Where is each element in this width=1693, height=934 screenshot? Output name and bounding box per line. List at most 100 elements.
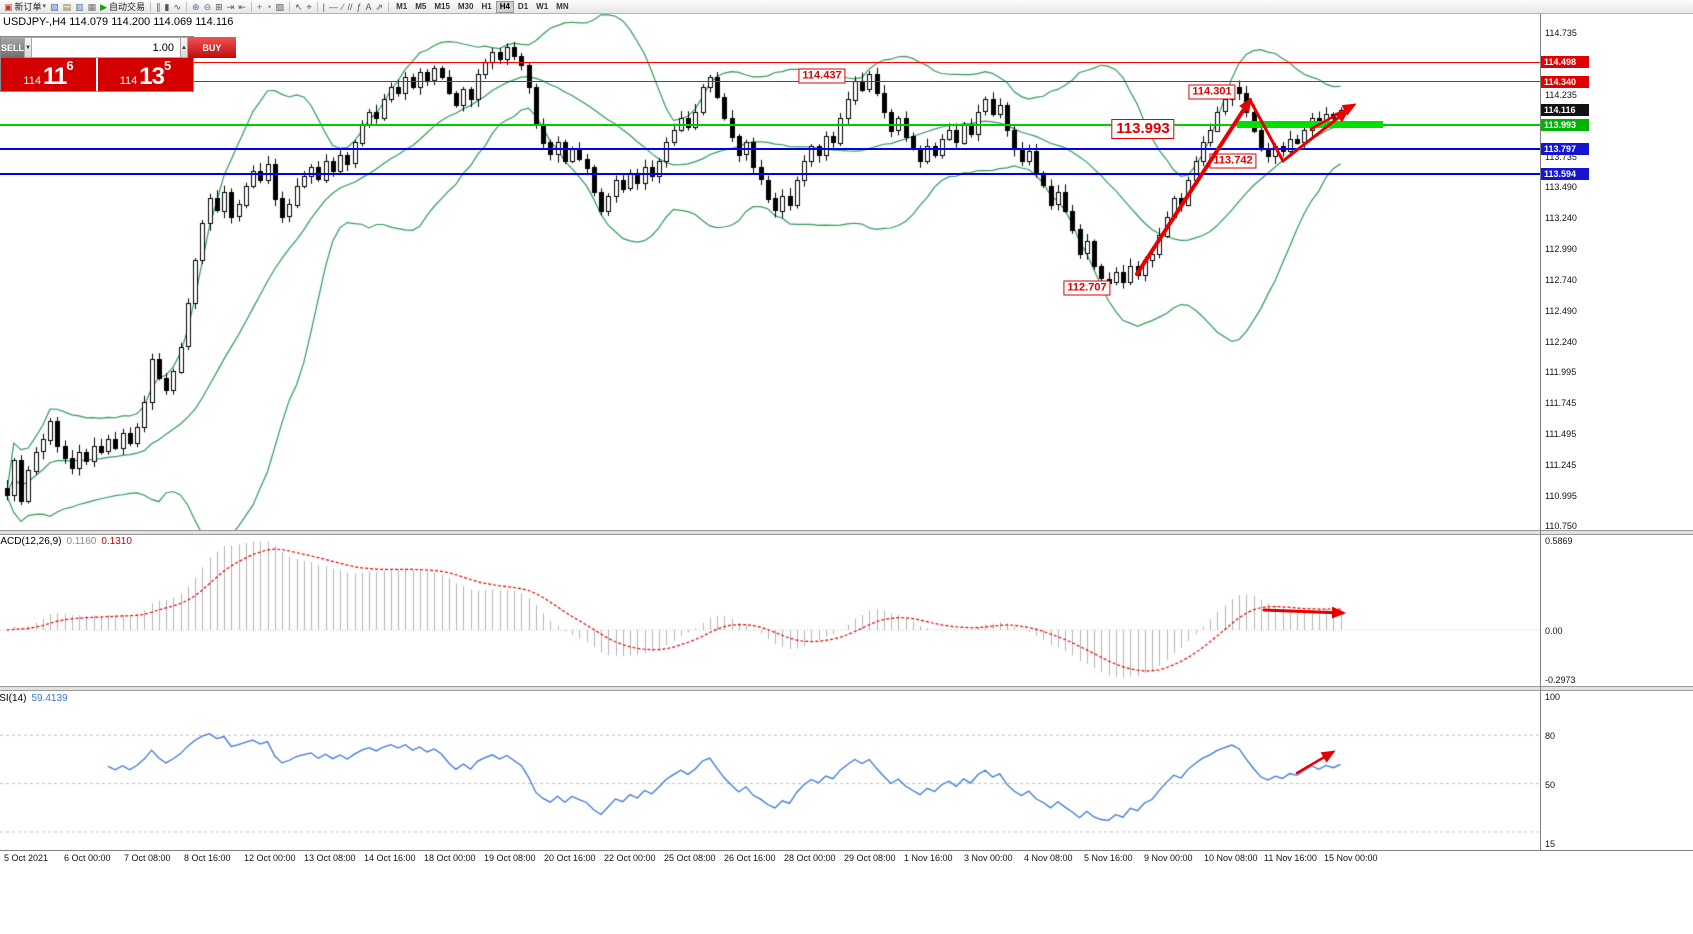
market-watch-icon[interactable]: ▥ — [75, 1, 84, 12]
bar-chart-icon[interactable]: ∥ — [156, 1, 161, 12]
level-line-114-498[interactable] — [0, 61, 1540, 63]
tile-windows-icon[interactable]: ⊞ — [215, 1, 223, 12]
time-axis-border — [0, 850, 1693, 851]
data-window-icon[interactable]: ▦ — [87, 1, 97, 12]
macd-indicator-label: MACD(12,26,9) 0.1160 0.1310 — [0, 536, 132, 547]
time-axis-label: 10 Nov 08:00 — [1204, 853, 1258, 863]
price-axis-label: 114.735 — [1545, 28, 1577, 38]
timeframe-button-m5[interactable]: M5 — [415, 1, 427, 11]
cursor-icon[interactable]: ↖ — [295, 1, 303, 12]
price-axis-label: 111.245 — [1545, 459, 1577, 470]
horizontal-line-icon[interactable]: ― — [328, 1, 338, 12]
main-chart-canvas[interactable] — [0, 14, 1540, 530]
timeframe-button-d1[interactable]: D1 — [517, 1, 529, 11]
autotrading-button[interactable]: ▶ 自动交易 — [98, 1, 147, 13]
level-line-114-34[interactable] — [0, 81, 1540, 83]
macd-value-main: 0.1160 — [66, 536, 97, 547]
trade-widget-price-row: 114 11 6 114 13 5 — [1, 58, 193, 91]
price-axis-label: 111.745 — [1545, 397, 1577, 408]
candlestick-icon[interactable]: ▮ — [164, 1, 170, 12]
time-axis-label: 5 Nov 16:00 — [1084, 853, 1133, 863]
time-axis-label: 6 Oct 00:00 — [64, 853, 111, 863]
level-line-113-797[interactable] — [0, 148, 1540, 151]
auto-scroll-icon[interactable]: ⇥ — [226, 1, 235, 12]
time-axis-label: 15 Nov 00:00 — [1324, 853, 1378, 863]
profiles-icon[interactable]: ▤ — [62, 1, 72, 12]
price-axis-border — [1540, 14, 1541, 850]
timeframe-button-h1[interactable]: H1 — [481, 1, 492, 11]
text-label-icon[interactable]: A — [365, 1, 372, 12]
timeframe-button-h4[interactable]: H4 — [495, 0, 514, 13]
rsi-indicator-label: RSI(14) 59.4139 — [0, 693, 68, 704]
sell-price-display[interactable]: 114 11 6 — [1, 58, 96, 91]
vertical-line-icon[interactable]: | — [322, 1, 325, 12]
arrow-object-icon[interactable]: ⇗ — [375, 1, 384, 12]
chart-symbol-ohlc-header: USDJPY-,H4 114.079 114.200 114.069 114.1… — [3, 16, 234, 28]
periods-icon[interactable]: ◔ — [266, 1, 272, 12]
trendline-icon[interactable]: ∕ — [341, 1, 344, 12]
sell-price-prefix: 114 — [23, 75, 41, 87]
rsi-value: 59.4139 — [31, 693, 68, 704]
price-tag-114-498: 114.498 — [1541, 56, 1589, 69]
new-order-button[interactable]: ▣ 新订单 ▾ — [2, 1, 48, 13]
timeframe-button-w1[interactable]: W1 — [536, 1, 549, 11]
buy-button[interactable]: BUY — [187, 37, 236, 58]
new-chart-icon[interactable]: ▧ — [50, 1, 59, 12]
time-axis-label: 14 Oct 16:00 — [364, 853, 416, 863]
timeframe-button-m30[interactable]: M30 — [457, 1, 474, 11]
chart-shift-icon[interactable]: ⇤ — [238, 1, 246, 12]
new-order-label: 新订单 — [14, 1, 42, 12]
timeframe-button-m15[interactable]: M15 — [434, 1, 450, 11]
chevron-down-icon: ▾ — [42, 2, 47, 10]
buy-price-pips: 13 — [139, 63, 165, 90]
spin-down-icon: ▼ — [25, 44, 31, 51]
price-label-114-301[interactable]: 114.301 — [1188, 84, 1236, 100]
time-axis-label: 9 Nov 00:00 — [1144, 853, 1193, 863]
price-label-113-742[interactable]: 113.742 — [1209, 153, 1257, 169]
highlight-bar[interactable] — [1237, 121, 1383, 129]
price-axis-label: 111.995 — [1545, 366, 1577, 377]
price-tag-114-340: 114.340 — [1541, 75, 1589, 88]
zoom-out-icon[interactable]: ⊖ — [203, 1, 212, 12]
line-chart-icon[interactable]: ∿ — [173, 1, 182, 12]
buy-price-point: 5 — [164, 58, 172, 73]
level-line-113-993[interactable] — [0, 123, 1540, 126]
time-axis-label: 7 Oct 08:00 — [124, 853, 171, 863]
macd-rsi-separator[interactable] — [0, 686, 1693, 691]
volume-decrease-button[interactable]: ▼ — [24, 37, 32, 58]
templates-icon[interactable]: ▨ — [275, 1, 284, 12]
price-axis-label: 111.495 — [1545, 428, 1577, 439]
time-axis-label: 5 Oct 2021 — [4, 853, 49, 863]
zoom-in-icon[interactable]: ⊕ — [192, 1, 200, 12]
price-axis-label: 112.740 — [1545, 274, 1577, 285]
price-label-112-707[interactable]: 112.707 — [1063, 280, 1111, 296]
time-axis-label: 13 Oct 08:00 — [304, 853, 356, 863]
rsi-panel-canvas[interactable] — [0, 689, 1540, 850]
equidistant-channel-icon[interactable]: // — [347, 1, 353, 12]
level-line-113-594[interactable] — [0, 173, 1540, 176]
time-axis-label: 22 Oct 00:00 — [604, 853, 656, 863]
volume-increase-button[interactable]: ▲ — [179, 37, 188, 58]
price-axis-label: 113.240 — [1545, 212, 1577, 223]
time-axis-label: 19 Oct 08:00 — [484, 853, 536, 863]
macd-axis-label: 0.5869 — [1545, 536, 1573, 546]
price-label-114-437[interactable]: 114.437 — [798, 68, 846, 84]
price-axis-label: 112.490 — [1545, 305, 1577, 316]
fibonacci-icon[interactable]: ƒ — [356, 1, 362, 12]
price-axis-label: 114.235 — [1545, 89, 1577, 100]
crosshair-icon[interactable]: ⌖ — [306, 1, 312, 12]
trade-widget-top-row: SELL ▼ ▲ BUY — [1, 37, 236, 58]
macd-panel-canvas[interactable] — [0, 533, 1540, 686]
time-axis-label: 12 Oct 00:00 — [244, 853, 296, 863]
volume-input[interactable] — [31, 37, 180, 58]
sell-button[interactable]: SELL — [1, 37, 25, 58]
buy-price-display[interactable]: 114 13 5 — [98, 58, 193, 91]
price-label-113-993[interactable]: 113.993 — [1111, 119, 1175, 139]
timeframe-button-mn[interactable]: MN — [556, 1, 569, 11]
indicators-add-icon[interactable]: + — [256, 1, 263, 12]
buy-price-prefix: 114 — [119, 75, 138, 87]
rsi-axis-label: 50 — [1545, 779, 1556, 790]
chart-macd-separator[interactable] — [0, 530, 1693, 535]
timeframe-button-m1[interactable]: M1 — [396, 1, 408, 11]
